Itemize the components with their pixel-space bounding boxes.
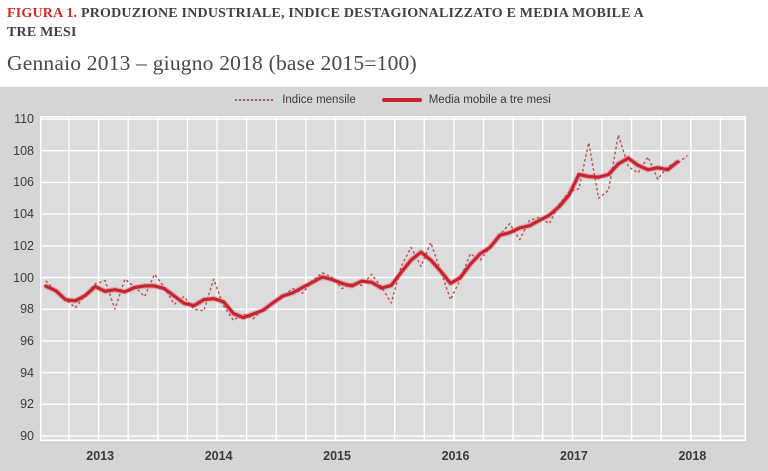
y-tick-label: 94 — [20, 365, 34, 380]
dotted-line-sample — [235, 99, 276, 101]
y-tick-label: 108 — [13, 143, 34, 158]
figure-title-line2: TRE MESI — [7, 25, 77, 40]
chart-legend: Indice mensile Media mobile a tre mesi — [40, 94, 746, 106]
y-tick-label: 106 — [13, 175, 34, 190]
legend-label-monthly: Indice mensile — [282, 94, 356, 106]
moving-average-line — [44, 156, 680, 320]
line-chart — [40, 116, 746, 441]
legend-label-moving-average: Media mobile a tre mesi — [428, 94, 551, 106]
figure-title: FIGURA 1. PRODUZIONE INDUSTRIALE, INDICE… — [7, 4, 763, 23]
plot-border — [40, 116, 746, 441]
x-tick-label: 2013 — [86, 449, 115, 463]
plot-area — [40, 116, 746, 441]
figure-label: FIGURA 1. — [7, 6, 78, 21]
chart-figure: Indice mensile Media mobile a tre mesi 1… — [0, 87, 768, 471]
y-tick-label: 98 — [20, 302, 34, 317]
y-tick-label: 110 — [14, 112, 34, 126]
y-tick-label: 92 — [20, 397, 34, 412]
y-tick-label: 90 — [20, 429, 34, 443]
y-tick-label: 100 — [13, 270, 34, 285]
legend-item-moving-average: Media mobile a tre mesi — [381, 94, 551, 106]
monthly-index-line — [45, 134, 688, 322]
y-tick-label: 102 — [13, 238, 34, 253]
y-tick-label: 96 — [20, 333, 34, 348]
legend-item-monthly: Indice mensile — [235, 94, 356, 106]
x-tick-label: 2014 — [204, 449, 233, 463]
solid-line-sample — [381, 98, 422, 102]
x-tick-label: 2016 — [441, 449, 470, 463]
y-tick-label: 104 — [13, 207, 34, 222]
title-block: FIGURA 1. PRODUZIONE INDUSTRIALE, INDICE… — [7, 4, 763, 76]
figure-subtitle: Gennaio 2013 – giugno 2018 (base 2015=10… — [7, 51, 417, 75]
x-tick-label: 2017 — [560, 449, 588, 463]
figure-title-text: PRODUZIONE INDUSTRIALE, INDICE DESTAGION… — [80, 6, 644, 21]
x-tick-label: 2018 — [678, 449, 707, 463]
x-tick-label: 2015 — [323, 449, 351, 463]
